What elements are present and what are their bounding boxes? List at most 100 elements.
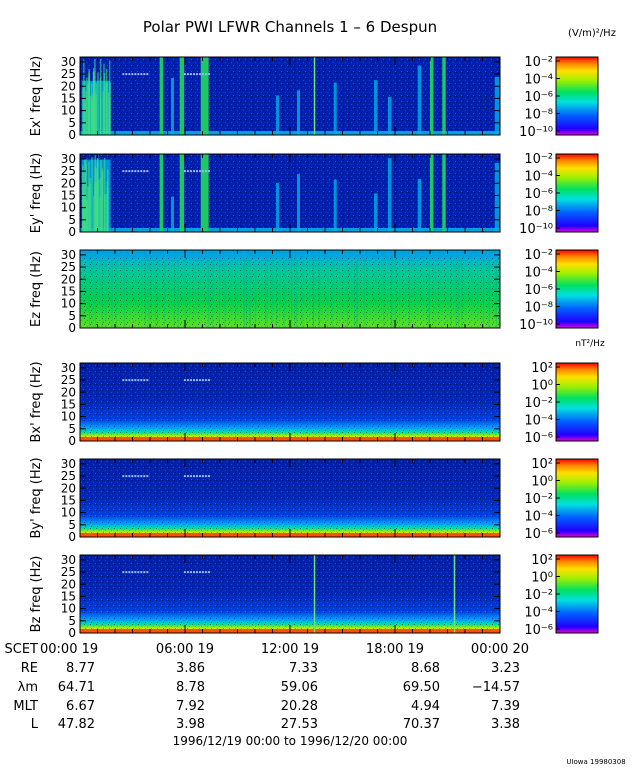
y-tick-label: 20 <box>61 385 76 399</box>
streak-mark <box>290 258 292 328</box>
burst-mark <box>108 60 111 135</box>
burst-mark <box>374 193 378 232</box>
streak-mark <box>148 258 150 328</box>
panel-noise <box>80 154 500 232</box>
colorbar-label: 10⁻² <box>524 152 553 167</box>
streak-mark <box>296 258 298 328</box>
ephemeris-value: 69.50 <box>403 680 440 695</box>
y-tick-label: 30 <box>61 553 76 567</box>
y-tick-label: 0 <box>68 530 76 544</box>
ephemeris-value: −14.57 <box>472 680 520 695</box>
y-axis-label: Bx' freq (Hz) <box>29 361 44 442</box>
streak-mark <box>408 258 410 328</box>
streak-mark <box>248 258 250 328</box>
burst-mark <box>430 154 434 232</box>
colorbar-label: 10⁻⁴ <box>524 266 553 281</box>
streak-mark <box>312 258 314 328</box>
burst-mark <box>333 179 337 232</box>
y-axis-label: By' freq (Hz) <box>29 457 44 538</box>
streak-mark <box>218 258 220 328</box>
colorbar-label: 10² <box>531 361 553 376</box>
streak-mark <box>264 258 266 328</box>
colorbar-label: 10⁻² <box>524 248 553 263</box>
ephemeris-value: 64.71 <box>58 680 95 695</box>
streak-mark <box>157 258 159 328</box>
panel-noise <box>80 250 500 328</box>
burst-mark <box>105 193 107 232</box>
colorbar-label: 10⁻⁶ <box>524 527 553 542</box>
streak-mark <box>243 258 245 328</box>
y-tick-label: 10 <box>61 297 76 311</box>
colorbar-label: 10⁻⁶ <box>524 187 553 202</box>
burst-mark <box>94 91 96 135</box>
y-tick-label: 20 <box>61 79 76 93</box>
streak-mark <box>115 258 117 328</box>
ephemeris-value: 47.82 <box>58 717 95 732</box>
figure-title: Polar PWI LFWR Channels 1 – 6 Despun <box>143 18 437 36</box>
ephemeris-value: 00:00 20 <box>471 642 529 657</box>
y-tick-label: 25 <box>61 164 76 178</box>
y-tick-label: 15 <box>61 493 76 507</box>
y-tick-label: 5 <box>68 309 76 323</box>
ephemeris-row-label: λm <box>18 680 38 695</box>
streak-mark <box>208 258 210 328</box>
streak-mark <box>91 258 93 328</box>
panel-noise <box>80 363 500 441</box>
streak-mark <box>383 258 385 328</box>
burst-mark <box>86 186 89 232</box>
ephemeris-row-label: L <box>31 717 39 732</box>
y-tick-label: 5 <box>68 422 76 436</box>
streak-mark <box>224 258 226 328</box>
y-axis-label: Bz freq (Hz) <box>29 556 44 633</box>
streak-mark <box>356 258 358 328</box>
ephemeris-row-label: RE <box>21 661 38 676</box>
y-tick-label: 25 <box>61 260 76 274</box>
burst-mark <box>200 57 209 135</box>
ephemeris-value: 06:00 19 <box>156 642 214 657</box>
colorbar <box>555 153 599 233</box>
y-tick-label: 20 <box>61 176 76 190</box>
colorbar-label: 10⁻¹⁰ <box>519 222 553 237</box>
y-tick-label: 30 <box>61 152 76 166</box>
burst-mark <box>494 162 500 232</box>
burst-mark <box>430 57 434 135</box>
streak-mark <box>482 258 484 328</box>
burst-mark <box>276 95 279 135</box>
y-tick-label: 30 <box>61 55 76 69</box>
colorbar-label: 10⁰ <box>531 475 553 490</box>
streak-mark <box>283 258 285 328</box>
streak-mark <box>250 258 252 328</box>
burst-mark <box>107 92 110 135</box>
y-tick-label: 5 <box>68 116 76 130</box>
colorbar-label: 10⁻⁶ <box>524 431 553 446</box>
y-tick-label: 10 <box>61 410 76 424</box>
burst-mark <box>95 167 98 232</box>
y-tick-label: 10 <box>61 506 76 520</box>
streak-mark <box>212 258 214 328</box>
ephemeris-value: 7.92 <box>176 699 205 714</box>
streak-mark <box>395 258 397 328</box>
colorbar <box>555 362 599 442</box>
ephemeris-value: 8.77 <box>66 661 95 676</box>
burst-mark <box>94 155 97 232</box>
burst-mark <box>297 90 300 135</box>
colorbar-label: 10⁻⁸ <box>524 205 553 220</box>
burst-mark <box>91 93 94 135</box>
colorbar-label: 10⁻⁴ <box>524 606 553 621</box>
streak-mark <box>89 258 91 328</box>
ephemeris-value: 3.38 <box>491 717 520 732</box>
streak-mark <box>301 258 303 328</box>
y-tick-label: 20 <box>61 272 76 286</box>
y-tick-label: 0 <box>68 128 76 142</box>
y-axis-label: Ez freq (Hz) <box>29 251 44 327</box>
streak-mark <box>458 258 460 328</box>
colorbar-label: 10⁻² <box>524 492 553 507</box>
colorbar-label: 10⁻⁸ <box>524 108 553 123</box>
burst-mark <box>100 177 102 232</box>
y-tick-label: 20 <box>61 577 76 591</box>
burst-mark <box>200 154 209 232</box>
